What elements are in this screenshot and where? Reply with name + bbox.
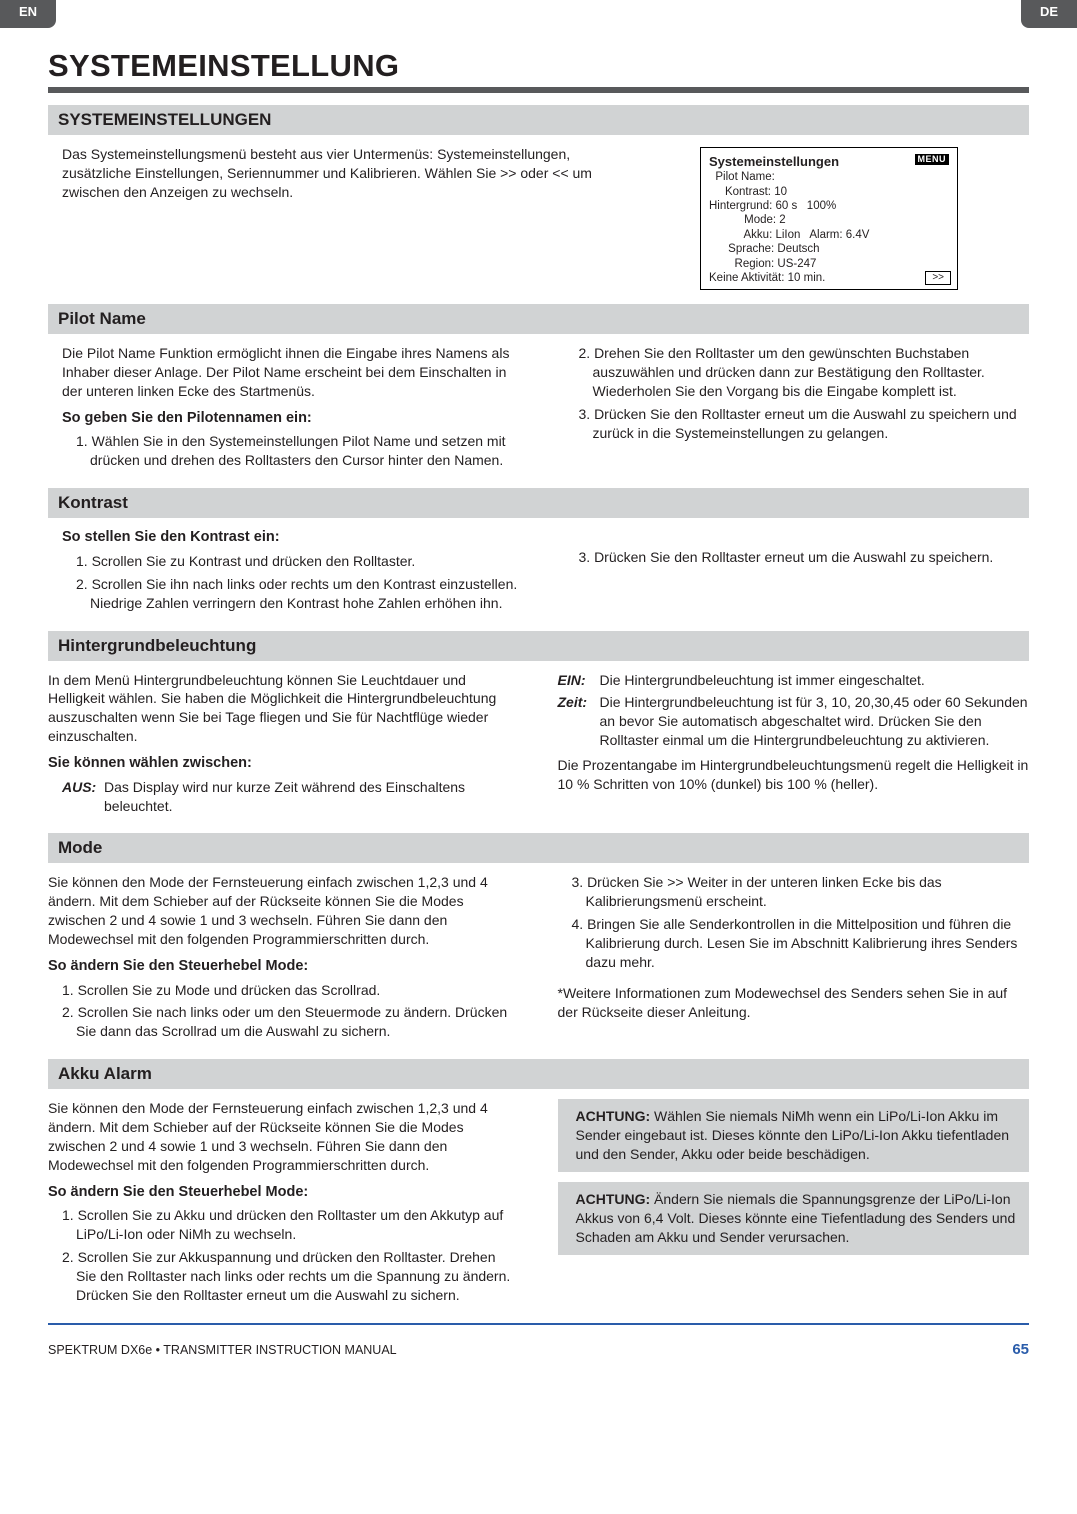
akku-subhead: So ändern Sie den Steuerhebel Mode: xyxy=(48,1183,520,1203)
def-zeit-text: Die Hintergrundbeleuchtung ist für 3, 10… xyxy=(600,693,1030,750)
section-hintergrund: Hintergrundbeleuchtung xyxy=(48,631,1029,661)
footer-text: SPEKTRUM DX6e • TRANSMITTER INSTRUCTION … xyxy=(48,1343,397,1357)
section-kontrast: Kontrast xyxy=(48,488,1029,518)
mode-step-4: 4. Bringen Sie alle Senderkontrollen in … xyxy=(572,915,1030,972)
lcd-line: Akku: LiIon Alarm: 6.4V xyxy=(709,228,949,242)
section-mode: Mode xyxy=(48,833,1029,863)
lcd-line: Sprache: Deutsch xyxy=(709,242,949,256)
pilot-step-3: 3. Drücken Sie den Rolltaster erneut um … xyxy=(579,405,1030,443)
lcd-line: Kontrast: 10 xyxy=(709,185,949,199)
lcd-line: Keine Aktivität: 10 min. xyxy=(709,271,949,285)
lcd-menu-badge: MENU xyxy=(915,154,950,165)
lcd-title: Systemeinstellungen xyxy=(709,154,839,170)
pilot-step-1: 1. Wählen Sie in den Systemeinstellungen… xyxy=(76,432,527,470)
lcd-line: Region: US-247 xyxy=(709,257,949,271)
page-content: SYSTEMEINSTELLUNG SYSTEMEINSTELLUNGEN Da… xyxy=(0,28,1077,1333)
kontrast-step-1: 1. Scrollen Sie zu Kontrast und drücken … xyxy=(76,552,527,571)
hinter-percent-text: Die Prozentangabe im Hintergrundbeleucht… xyxy=(558,756,1030,794)
akku-step-2: 2. Scrollen Sie zur Akkuspannung und drü… xyxy=(62,1248,520,1305)
warn2-label: ACHTUNG: xyxy=(576,1191,651,1207)
mode-step-1: 1. Scrollen Sie zu Mode und drücken das … xyxy=(62,981,520,1000)
def-zeit-label: Zeit: xyxy=(558,693,594,750)
tab-en: EN xyxy=(0,0,56,28)
mode-subhead: So ändern Sie den Steuerhebel Mode: xyxy=(48,957,520,977)
def-ein-text: Die Hintergrundbeleuchtung ist immer ein… xyxy=(600,671,925,690)
warn1-label: ACHTUNG: xyxy=(576,1108,651,1124)
akku-step-1: 1. Scrollen Sie zu Akku und drücken den … xyxy=(62,1206,520,1244)
language-tabs: EN DE xyxy=(0,0,1077,28)
def-aus-text: Das Display wird nur kurze Zeit während … xyxy=(104,778,520,816)
page-footer: SPEKTRUM DX6e • TRANSMITTER INSTRUCTION … xyxy=(0,1333,1077,1372)
page-number: 65 xyxy=(1012,1341,1029,1358)
pilot-intro: Die Pilot Name Funktion ermöglicht ihnen… xyxy=(62,344,527,401)
intro-text: Das Systemeinstellungsmenü besteht aus v… xyxy=(48,145,599,290)
pilot-subhead: So geben Sie den Pilotennamen ein: xyxy=(62,409,527,429)
lcd-screenshot: Systemeinstellungen MENU Pilot Name: Kon… xyxy=(700,147,958,290)
mode-intro: Sie können den Mode der Fernsteuerung ei… xyxy=(48,873,520,949)
hinter-intro: In dem Menü Hintergrundbeleuchtung könne… xyxy=(48,671,520,747)
tab-de: DE xyxy=(1021,0,1077,28)
def-ein-label: EIN: xyxy=(558,671,594,690)
kontrast-step-3: 3. Drücken Sie den Rolltaster erneut um … xyxy=(579,548,1030,567)
page-title: SYSTEMEINSTELLUNG xyxy=(48,48,1029,93)
mode-step-2: 2. Scrollen Sie nach links oder um den S… xyxy=(62,1003,520,1041)
section-systemeinstellungen: SYSTEMEINSTELLUNGEN xyxy=(48,105,1029,135)
section-pilot-name: Pilot Name xyxy=(48,304,1029,334)
warning-box-2: ACHTUNG: Ändern Sie niemals die Spannung… xyxy=(558,1182,1030,1255)
pilot-step-2: 2. Drehen Sie den Rolltaster um den gewü… xyxy=(579,344,1030,401)
kontrast-subhead: So stellen Sie den Kontrast ein: xyxy=(62,528,527,548)
hinter-subhead: Sie können wählen zwischen: xyxy=(48,754,520,774)
def-aus-label: AUS: xyxy=(62,778,98,816)
lcd-line: Mode: 2 xyxy=(709,213,949,227)
section-akku: Akku Alarm xyxy=(48,1059,1029,1089)
lcd-line: Pilot Name: xyxy=(709,170,949,184)
lcd-line: Hintergrund: 60 s 100% xyxy=(709,199,949,213)
mode-footnote: *Weitere Informationen zum Modewechsel d… xyxy=(558,984,1030,1022)
lcd-next-icon: >> xyxy=(925,271,951,285)
kontrast-step-2: 2. Scrollen Sie ihn nach links oder rech… xyxy=(76,575,527,613)
mode-step-3: 3. Drücken Sie >> Weiter in der unteren … xyxy=(572,873,1030,911)
akku-intro: Sie können den Mode der Fernsteuerung ei… xyxy=(48,1099,520,1175)
warning-box-1: ACHTUNG: Wählen Sie niemals NiMh wenn ei… xyxy=(558,1099,1030,1172)
